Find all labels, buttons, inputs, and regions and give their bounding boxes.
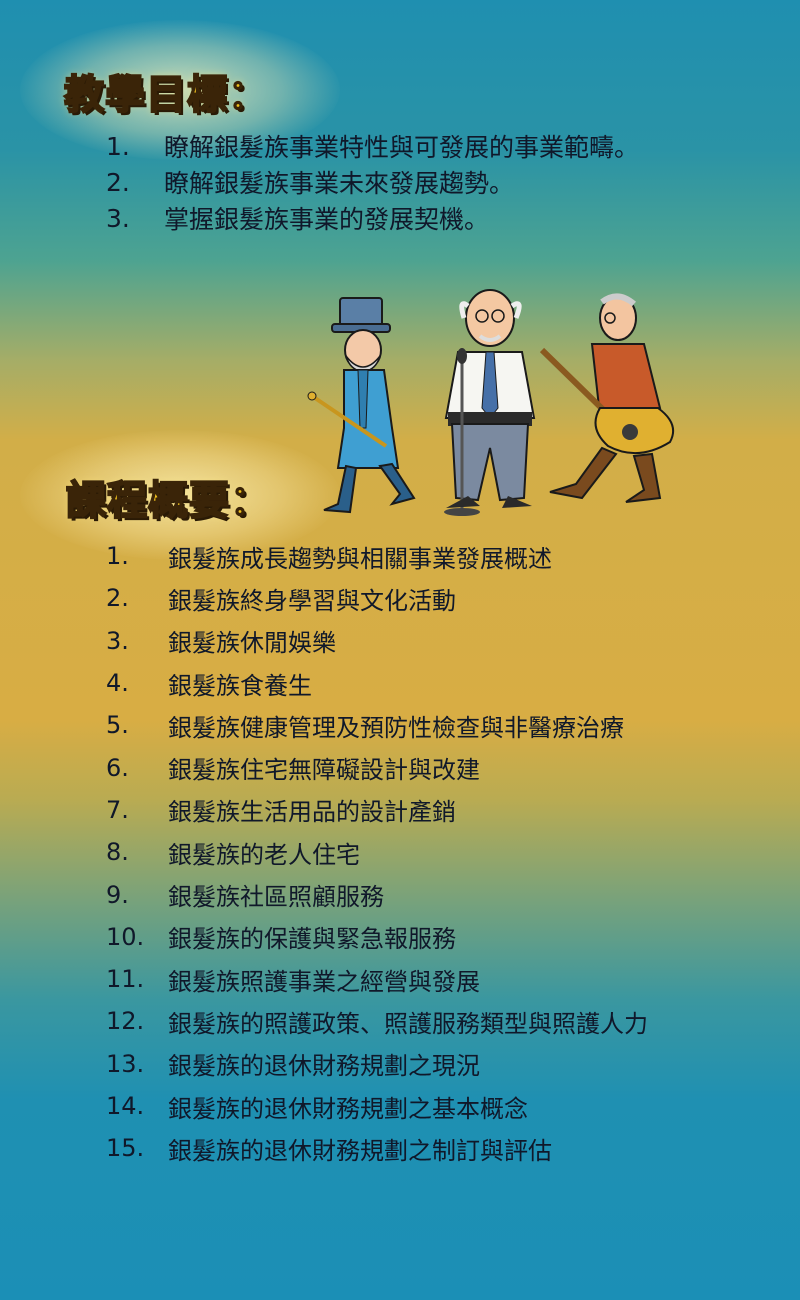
list-item: 10. 銀髮族的保護與緊急報服務	[106, 916, 648, 958]
item-text: 銀髮族生活用品的設計產銷	[168, 798, 456, 827]
item-number: 1.	[106, 542, 129, 571]
three-elderly-musicians-illustration	[307, 289, 674, 516]
list-item: 11. 銀髮族照護事業之經營與發展	[106, 958, 648, 1000]
item-text: 銀髮族的退休財務規劃之基本概念	[168, 1094, 528, 1123]
item-number: 3.	[106, 203, 130, 233]
list-item: 9. 銀髮族社區照顧服務	[106, 873, 648, 915]
item-number: 1.	[106, 131, 130, 161]
item-text: 銀髮族照護事業之經營與發展	[168, 967, 480, 996]
list-item: 13. 銀髮族的退休財務規劃之現況	[106, 1043, 648, 1085]
item-number: 7.	[106, 795, 129, 824]
course-heading: 課程概要：	[65, 476, 271, 525]
list-item: 12. 銀髮族的照護政策、照護服務類型與照護人力	[106, 1000, 648, 1042]
item-text: 銀髮族的退休財務規劃之制訂與評估	[168, 1136, 552, 1165]
item-number: 2.	[106, 584, 129, 613]
item-text: 銀髮族社區照顧服務	[168, 883, 384, 912]
guitarist-figure	[539, 293, 674, 503]
item-text: 銀髮族休閒娛樂	[168, 629, 336, 658]
item-text: 銀髮族健康管理及預防性檢查與非醫療治療	[168, 713, 624, 742]
list-item: 14. 銀髮族的退休財務規劃之基本概念	[106, 1085, 648, 1127]
course-list: 1. 銀髮族成長趨勢與相關事業發展概述 2. 銀髮族終身學習與文化活動 3. 銀髮族休…	[106, 535, 648, 1169]
singer-with-microphone-figure	[444, 289, 536, 516]
top-hat-gentleman-figure	[307, 297, 416, 514]
item-number: 9.	[106, 880, 129, 909]
item-text: 瞭解銀髮族事業未來發展趨勢。	[164, 169, 515, 198]
item-number: 4.	[106, 669, 129, 698]
objectives-heading: 教學目標：	[63, 70, 269, 119]
item-number: 12.	[106, 1007, 145, 1036]
list-item: 3. 掌握銀髮族事業的發展契機。	[106, 200, 639, 236]
item-number: 5.	[106, 711, 129, 740]
list-item: 3. 銀髮族休閒娛樂	[106, 620, 648, 662]
item-text: 掌握銀髮族事業的發展契機。	[164, 205, 490, 234]
item-text: 銀髮族的照護政策、照護服務類型與照護人力	[168, 1009, 648, 1038]
item-number: 11.	[106, 965, 145, 994]
item-text: 瞭解銀髮族事業特性與可發展的事業範疇。	[164, 133, 640, 162]
item-number: 14.	[106, 1092, 145, 1120]
list-item: 5. 銀髮族健康管理及預防性檢查與非醫療治療	[106, 704, 648, 746]
item-number: 8.	[106, 838, 129, 867]
item-text: 銀髮族終身學習與文化活動	[168, 586, 456, 615]
list-item: 15. 銀髮族的退休財務規劃之制訂與評估	[106, 1127, 648, 1169]
list-item: 7. 銀髮族生活用品的設計產銷	[106, 789, 648, 831]
item-number: 15.	[106, 1134, 145, 1163]
item-text: 銀髮族住宅無障礙設計與改建	[168, 756, 480, 785]
list-item: 1. 銀髮族成長趨勢與相關事業發展概述	[106, 535, 648, 577]
item-text: 銀髮族食養生	[168, 671, 312, 700]
item-number: 6.	[106, 753, 129, 782]
item-number: 10.	[106, 922, 145, 951]
list-item: 8. 銀髮族的老人住宅	[106, 831, 648, 873]
item-text: 銀髮族的保護與緊急報服務	[168, 925, 456, 954]
item-text: 銀髮族的老人住宅	[168, 840, 360, 869]
list-item: 4. 銀髮族食養生	[106, 662, 648, 704]
objectives-list: 1. 瞭解銀髮族事業特性與可發展的事業範疇。 2. 瞭解銀髮族事業未來發展趨勢。 3…	[106, 128, 639, 236]
item-number: 2.	[106, 167, 130, 197]
item-number: 3.	[106, 626, 129, 655]
item-number: 13.	[106, 1049, 145, 1078]
item-text: 銀髮族的退休財務規劃之現況	[168, 1052, 480, 1081]
course-heading-glow	[20, 430, 340, 560]
list-item: 6. 銀髮族住宅無障礙設計與改建	[106, 746, 648, 788]
list-item: 2. 銀髮族終身學習與文化活動	[106, 577, 648, 619]
list-item: 2. 瞭解銀髮族事業未來發展趨勢。	[106, 164, 639, 200]
objectives-heading-glow	[20, 20, 340, 160]
item-text: 銀髮族成長趨勢與相關事業發展概述	[168, 544, 552, 573]
list-item: 1. 瞭解銀髮族事業特性與可發展的事業範疇。	[106, 128, 639, 164]
